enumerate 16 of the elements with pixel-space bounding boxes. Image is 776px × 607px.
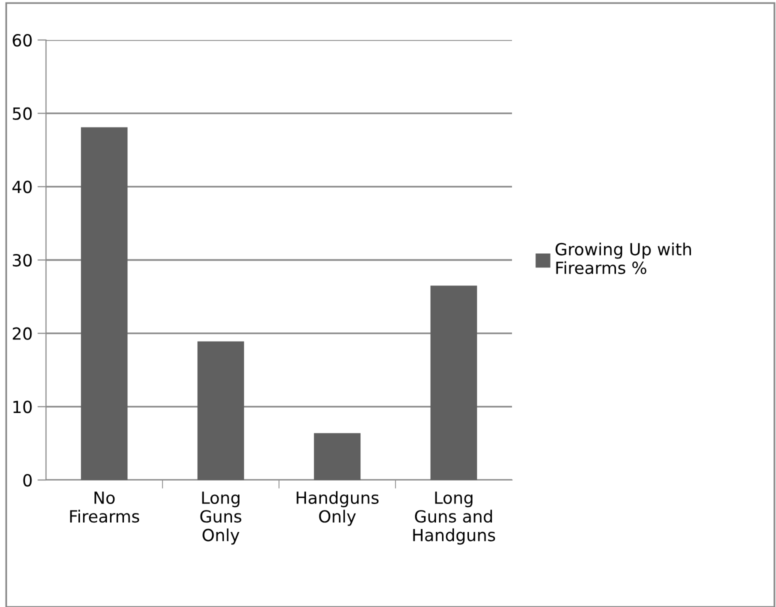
y-tick-label: 50 [12, 107, 32, 120]
x-tick-label: Long Guns Only [200, 492, 242, 545]
y-tick-label: 30 [12, 254, 32, 267]
x-tick-label: Handguns Only [296, 491, 379, 526]
bar [197, 341, 244, 480]
bar [314, 433, 361, 480]
y-tick-label: 0 [23, 474, 32, 487]
y-tick-label: 40 [12, 180, 32, 194]
bar [430, 286, 478, 480]
y-tick-label: 60 [12, 34, 32, 47]
bar [80, 127, 128, 480]
x-tick-label: Long Guns and Handguns [413, 492, 496, 545]
x-tick-label: No Firearms [70, 492, 140, 523]
legend-label: Growing Up with Firearms % [556, 242, 691, 274]
y-tick-label: 20 [12, 327, 32, 340]
y-tick-label: 10 [13, 400, 32, 414]
